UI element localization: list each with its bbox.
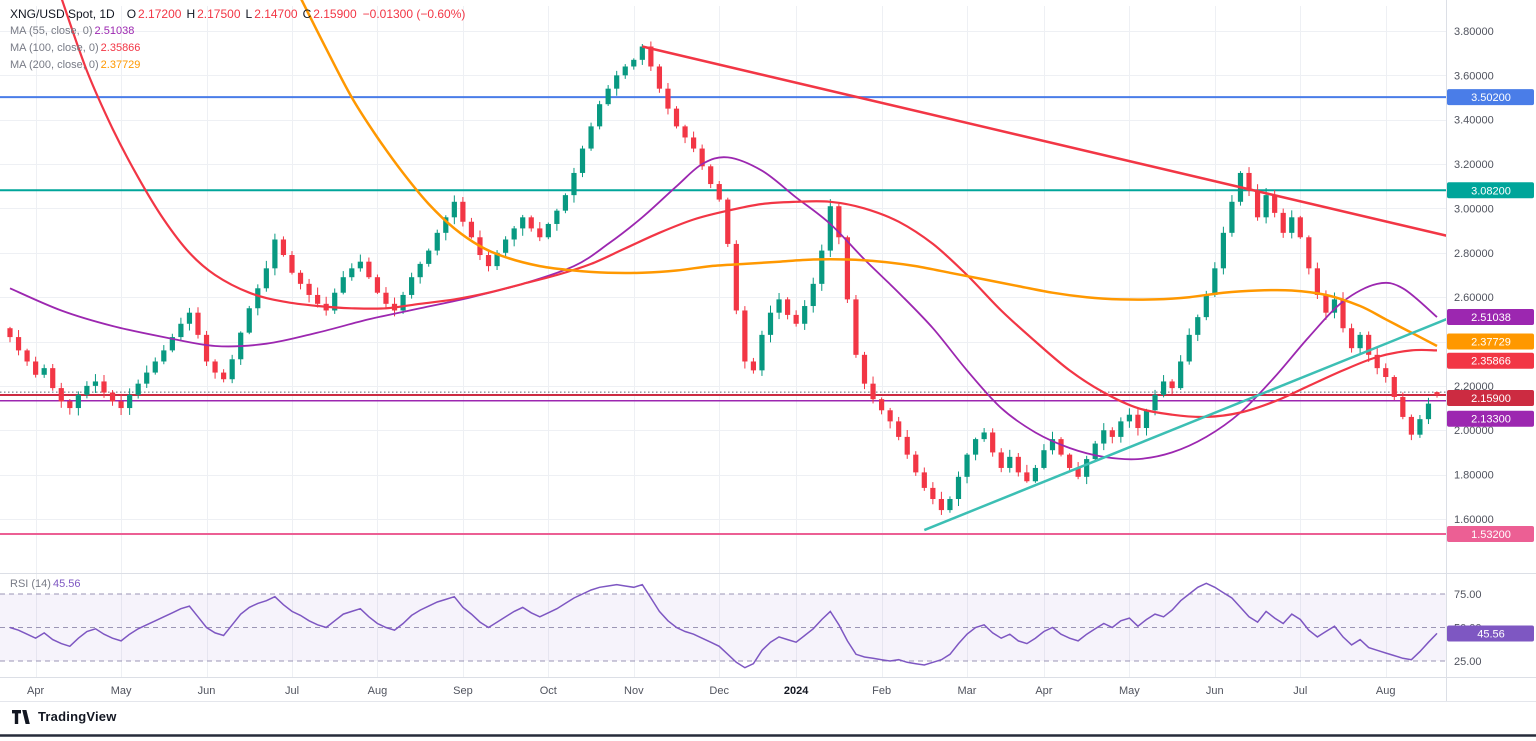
ma-55-line[interactable] [9, 156, 1438, 461]
svg-text:45.56: 45.56 [1477, 628, 1505, 640]
rsi-line [9, 582, 1438, 669]
svg-text:Mar: Mar [958, 685, 977, 697]
svg-text:3.60000: 3.60000 [1454, 70, 1494, 82]
bottom-toolbar: TradingView [12, 709, 117, 724]
svg-text:Jun: Jun [1206, 685, 1224, 697]
svg-text:1.53200: 1.53200 [1471, 529, 1511, 541]
svg-text:May: May [111, 685, 132, 697]
time-axis-labels[interactable]: Apr May Jun Jul Aug Sep Oct Nov Dec 2024 Feb Mar Apr… [27, 685, 1395, 697]
svg-text:2.80000: 2.80000 [1454, 248, 1494, 260]
price-badge-3.50200: 3.50200 [1447, 89, 1534, 106]
ma100-legend-row[interactable]: MA (100, close, 0) 2.35866 [10, 40, 465, 57]
rsi-pane[interactable] [0, 582, 1446, 669]
svg-text:3.08200: 3.08200 [1471, 185, 1511, 197]
symbol-info-row[interactable]: XNG/USD Spot, 1D O 2.17200 H 2.17500 L 2.14700… [10, 6, 465, 23]
svg-text:Feb: Feb [872, 685, 891, 697]
svg-text:2.20000: 2.20000 [1454, 381, 1494, 393]
price-badge-2.35866: 2.35866 [1447, 352, 1534, 369]
close-label: C [302, 7, 312, 21]
ma55-label: MA (55, close, 0) [10, 25, 93, 37]
ma100-value: 2.35866 [100, 42, 141, 54]
ma100-label: MA (100, close, 0) [10, 42, 99, 54]
ascending-trendline[interactable] [923, 313, 1462, 532]
svg-text:May: May [1119, 685, 1140, 697]
svg-text:2.60000: 2.60000 [1454, 292, 1494, 304]
svg-text:2.15900: 2.15900 [1471, 393, 1511, 405]
price-badge-2.13300: 2.13300 [1447, 410, 1534, 427]
tradingview-wordmark[interactable]: TradingView [38, 709, 117, 724]
ma200-value: 2.37729 [100, 59, 141, 71]
svg-text:2.37729: 2.37729 [1471, 337, 1511, 349]
candlestick-series [7, 41, 1440, 515]
svg-text:Oct: Oct [540, 685, 557, 697]
price-badge-2.51038: 2.51038 [1447, 309, 1534, 326]
rsi-label: RSI (14) [10, 578, 51, 590]
svg-text:Dec: Dec [709, 685, 729, 697]
close-value: 2.15900 [313, 7, 357, 21]
svg-text:Jun: Jun [198, 685, 216, 697]
rsi-value: 45.56 [52, 578, 81, 590]
svg-text:3.20000: 3.20000 [1454, 159, 1494, 171]
svg-text:2.13300: 2.13300 [1471, 414, 1511, 426]
svg-text:2.35866: 2.35866 [1471, 356, 1511, 368]
ma-200-line[interactable] [300, 0, 1438, 348]
svg-text:Jul: Jul [1293, 685, 1307, 697]
ma55-legend-row[interactable]: MA (55, close, 0) 2.51038 [10, 23, 465, 40]
svg-text:1.60000: 1.60000 [1454, 514, 1494, 526]
svg-text:1.80000: 1.80000 [1454, 470, 1494, 482]
high-value: 2.17500 [197, 7, 241, 21]
descending-trendline[interactable] [642, 45, 1462, 240]
rsi-legend-row[interactable]: RSI (14) 45.56 [10, 578, 81, 590]
svg-text:2.00000: 2.00000 [1454, 425, 1494, 437]
grid-lines [0, 6, 1446, 677]
price-badge-2.15900: 2.15900 [1447, 389, 1534, 406]
rsi-value-badge: 45.56 [1447, 625, 1534, 642]
low-value: 2.14700 [254, 7, 298, 21]
svg-text:Sep: Sep [453, 685, 473, 697]
svg-text:Aug: Aug [368, 685, 388, 697]
high-label: H [186, 7, 196, 21]
svg-text:Jul: Jul [285, 685, 299, 697]
svg-text:Aug: Aug [1376, 685, 1396, 697]
svg-text:3.50200: 3.50200 [1471, 92, 1511, 104]
price-badge-2.37729: 2.37729 [1447, 333, 1534, 350]
svg-text:25.00: 25.00 [1454, 656, 1482, 668]
main-pane[interactable] [0, 0, 1463, 536]
open-label: O [126, 7, 137, 21]
svg-text:2.51038: 2.51038 [1471, 312, 1511, 324]
tradingview-logo[interactable] [12, 709, 31, 724]
low-label: L [245, 7, 253, 21]
ma200-label: MA (200, close, 0) [10, 59, 99, 71]
svg-text:2024: 2024 [784, 685, 809, 697]
svg-text:Apr: Apr [27, 685, 44, 697]
change-value: −0.01300 (−0.60%) [362, 7, 466, 21]
svg-text:3.00000: 3.00000 [1454, 203, 1494, 215]
price-badge-3.08200: 3.08200 [1447, 182, 1534, 199]
ma200-legend-row[interactable]: MA (200, close, 0) 2.37729 [10, 57, 465, 74]
svg-text:Nov: Nov [624, 685, 644, 697]
svg-text:3.40000: 3.40000 [1454, 115, 1494, 127]
open-value: 2.17200 [138, 7, 182, 21]
price-axis-labels[interactable]: 3.80000 3.60000 3.40000 3.20000 3.00000 2.800… [1454, 26, 1494, 668]
ma55-value: 2.51038 [94, 25, 135, 37]
svg-text:75.00: 75.00 [1454, 589, 1482, 601]
price-badge-1.53200: 1.53200 [1447, 526, 1534, 543]
svg-text:3.80000: 3.80000 [1454, 26, 1494, 38]
symbol-legend: XNG/USD Spot, 1D O 2.17200 H 2.17500 L 2.14700… [10, 6, 465, 74]
symbol-title[interactable]: XNG/USD Spot, 1D [10, 7, 115, 21]
svg-text:Apr: Apr [1035, 685, 1052, 697]
